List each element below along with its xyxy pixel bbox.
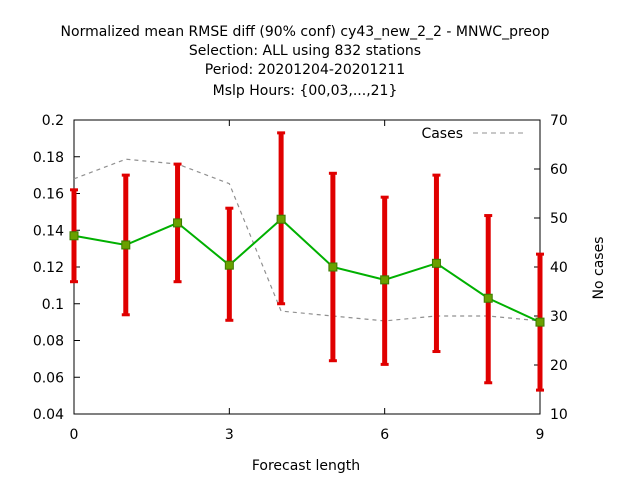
data-point [380,275,390,285]
cases-line [73,158,541,322]
x-tick-label: 9 [536,427,545,443]
data-point [173,218,183,228]
y2-axis-label: No cases [591,237,607,300]
y-tick-label: 0.04 [33,407,64,423]
x-tick-label: 0 [70,427,79,443]
data-point [69,231,79,241]
y-tick-label: 0.12 [33,260,64,276]
y-tick-label: 0.16 [33,187,64,203]
legend: Cases [421,126,523,142]
y-tick-label: 0.08 [33,334,64,350]
x-tick-label: 3 [225,427,234,443]
legend-cases-label: Cases [421,126,463,142]
x-tick-label: 6 [380,427,389,443]
cases-series [73,158,541,322]
y-axis-left: 0.04 0.06 0.08 0.1 0.12 0.14 0.16 0.18 0.2 [33,113,80,423]
x-axis: 0 3 6 9 [70,120,545,443]
data-point [276,214,286,224]
mean-markers [69,214,545,327]
data-point [535,317,545,327]
title-line-2: Selection: ALL using 832 stations [189,43,421,59]
y-tick-label: 0.18 [33,150,64,166]
y2-tick-label: 30 [550,309,568,325]
y-tick-label: 0.2 [42,113,64,129]
y2-tick-label: 50 [550,211,568,227]
y2-tick-label: 40 [550,260,568,276]
mean-line [73,217,541,324]
title-line-3: Period: 20201204-20201211 [205,62,405,78]
y2-tick-label: 60 [550,162,568,178]
plot-area-border [73,119,541,415]
y-tick-label: 0.1 [42,297,64,313]
title-line-4: Mslp Hours: {00,03,...,21} [213,83,398,99]
y2-tick-label: 10 [550,407,568,423]
data-point [328,262,338,272]
mean-series [73,217,541,324]
x-axis-label: Forecast length [252,458,360,474]
data-point [483,293,493,303]
data-point [431,258,441,268]
y-tick-label: 0.06 [33,370,64,386]
data-point [224,260,234,270]
y-tick-label: 0.14 [33,223,64,239]
error-bars [70,131,544,392]
y-axis-right: 10 20 30 40 50 60 70 [534,113,568,423]
title-line-1: Normalized mean RMSE diff (90% conf) cy4… [61,24,550,40]
chart-title: Normalized mean RMSE diff (90% conf) cy4… [61,24,550,99]
y2-tick-label: 70 [550,113,568,129]
y2-tick-label: 20 [550,358,568,374]
data-point [121,240,131,250]
